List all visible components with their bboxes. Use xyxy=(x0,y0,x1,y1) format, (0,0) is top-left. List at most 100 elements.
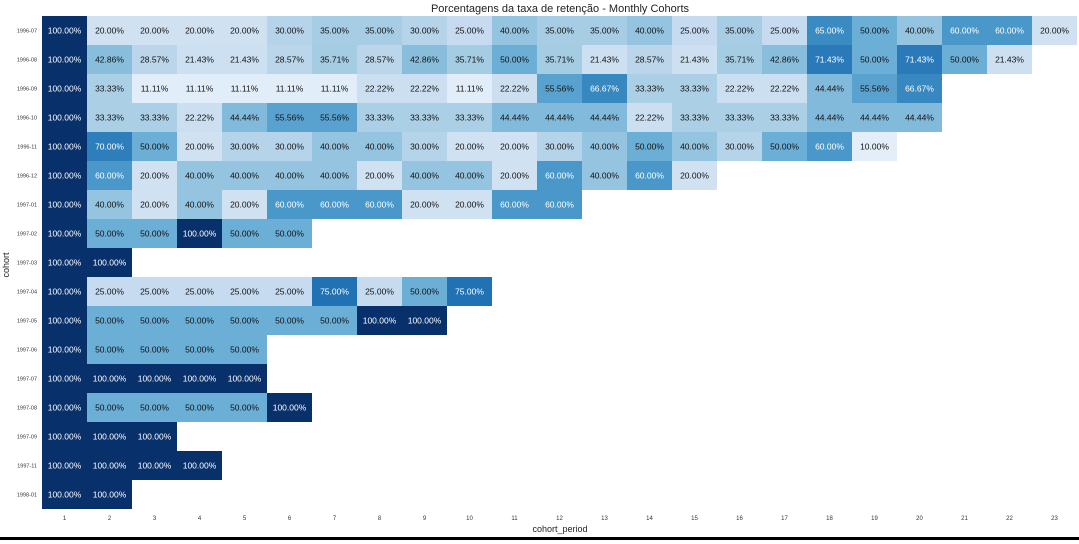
cell-value-label: 25.00% xyxy=(95,287,124,297)
cell-value-label: 100.00% xyxy=(48,200,82,210)
cell-value-label: 25.00% xyxy=(365,287,394,297)
heatmap-cell xyxy=(177,306,222,335)
cell-value-label: 100.00% xyxy=(93,258,127,268)
cell-value-label: 30.00% xyxy=(725,142,754,152)
cell-value-label: 28.57% xyxy=(275,55,304,65)
y-tick-label: 1996-07 xyxy=(17,29,37,35)
heatmap-cell xyxy=(402,277,447,306)
cell-value-label: 100.00% xyxy=(48,461,82,471)
cell-value-label: 100.00% xyxy=(48,171,82,181)
cell-value-label: 100.00% xyxy=(48,374,82,384)
heatmap-cell xyxy=(132,451,177,480)
heatmap-cell xyxy=(42,335,87,364)
heatmap-cell xyxy=(627,74,672,103)
cell-value-label: 50.00% xyxy=(410,287,439,297)
cell-value-label: 21.43% xyxy=(230,55,259,65)
heatmap-cell xyxy=(132,45,177,74)
heatmap-cell xyxy=(402,132,447,161)
chart-title: Porcentagens da taxa de retenção - Month… xyxy=(431,3,690,15)
heatmap-cell xyxy=(222,74,267,103)
cell-value-label: 100.00% xyxy=(48,403,82,413)
heatmap-cell xyxy=(222,45,267,74)
cell-value-label: 50.00% xyxy=(230,403,259,413)
heatmap-cell xyxy=(42,45,87,74)
cell-value-label: 100.00% xyxy=(48,258,82,268)
cell-value-label: 50.00% xyxy=(140,403,169,413)
x-axis-label: cohort_period xyxy=(532,524,587,534)
cell-value-label: 66.67% xyxy=(905,84,934,94)
y-tick-label: 1996-11 xyxy=(17,145,37,151)
cell-value-label: 44.44% xyxy=(545,113,574,123)
heatmap-cell xyxy=(762,132,807,161)
y-tick-label: 1997-11 xyxy=(17,464,37,470)
cell-value-label: 100.00% xyxy=(93,374,127,384)
cell-value-label: 100.00% xyxy=(48,345,82,355)
heatmap-cell xyxy=(717,74,762,103)
y-tick-label: 1997-02 xyxy=(17,232,37,238)
heatmap-cell xyxy=(132,103,177,132)
cell-value-label: 60.00% xyxy=(500,200,529,210)
cell-value-label: 11.11% xyxy=(141,84,169,94)
heatmap-cell xyxy=(87,480,132,509)
cell-value-label: 40.00% xyxy=(410,171,439,181)
heatmap-cell xyxy=(582,45,627,74)
heatmap-cell xyxy=(357,45,402,74)
cell-value-label: 50.00% xyxy=(140,316,169,326)
heatmap-cell xyxy=(357,103,402,132)
heatmap-cell xyxy=(87,306,132,335)
heatmap-cell xyxy=(402,190,447,219)
cell-value-label: 20.00% xyxy=(680,171,709,181)
cell-value-label: 100.00% xyxy=(183,229,217,239)
heatmap-cell xyxy=(87,451,132,480)
cell-value-label: 100.00% xyxy=(48,490,82,500)
heatmap-cell xyxy=(222,364,267,393)
heatmap-cell xyxy=(312,190,357,219)
cell-value-label: 100.00% xyxy=(183,374,217,384)
heatmap-cell xyxy=(537,45,582,74)
cell-value-label: 42.86% xyxy=(410,55,439,65)
cell-value-label: 42.86% xyxy=(770,55,799,65)
heatmap-cell xyxy=(42,451,87,480)
cell-value-label: 50.00% xyxy=(140,142,169,152)
x-tick-label: 8 xyxy=(378,516,382,522)
cell-value-label: 20.00% xyxy=(140,171,169,181)
heatmap-cell xyxy=(717,132,762,161)
heatmap-cell xyxy=(672,103,717,132)
heatmap-cell xyxy=(672,74,717,103)
heatmap-cell xyxy=(312,74,357,103)
cell-value-label: 55.56% xyxy=(860,84,889,94)
cell-value-label: 44.44% xyxy=(860,113,889,123)
cell-value-label: 44.44% xyxy=(815,84,844,94)
heatmap-cell xyxy=(222,190,267,219)
y-tick-labels: 1996-07 1996-08 1996-09 1996-10 1996-11 1996-… xyxy=(17,29,37,499)
cell-value-label: 70.00% xyxy=(95,142,124,152)
cell-value-label: 35.71% xyxy=(545,55,574,65)
cell-value-label: 28.57% xyxy=(140,55,169,65)
heatmap-cell xyxy=(42,103,87,132)
y-tick-label: 1997-06 xyxy=(17,348,37,354)
heatmap-cell xyxy=(402,45,447,74)
cell-value-label: 66.67% xyxy=(590,84,619,94)
x-tick-label: 5 xyxy=(243,516,247,522)
cell-value-label: 100.00% xyxy=(48,287,82,297)
cell-value-label: 100.00% xyxy=(93,461,127,471)
cell-value-label: 50.00% xyxy=(860,26,889,36)
cell-value-label: 60.00% xyxy=(545,200,574,210)
cell-value-label: 20.00% xyxy=(185,142,214,152)
cell-value-label: 33.33% xyxy=(725,113,754,123)
heatmap-cell xyxy=(627,45,672,74)
cell-value-label: 50.00% xyxy=(500,55,529,65)
heatmap-cell xyxy=(627,16,672,45)
heatmap-cell xyxy=(672,16,717,45)
cell-value-label: 25.00% xyxy=(455,26,484,36)
x-tick-label: 3 xyxy=(153,516,157,522)
x-tick-label: 11 xyxy=(511,516,518,522)
heatmap-cell xyxy=(537,132,582,161)
cell-value-label: 40.00% xyxy=(320,142,349,152)
cell-value-label: 40.00% xyxy=(590,142,619,152)
heatmap-cell xyxy=(537,16,582,45)
heatmap-cell xyxy=(807,16,852,45)
cell-value-label: 60.00% xyxy=(95,171,124,181)
cell-value-label: 20.00% xyxy=(1040,26,1069,36)
heatmap-cell xyxy=(42,480,87,509)
